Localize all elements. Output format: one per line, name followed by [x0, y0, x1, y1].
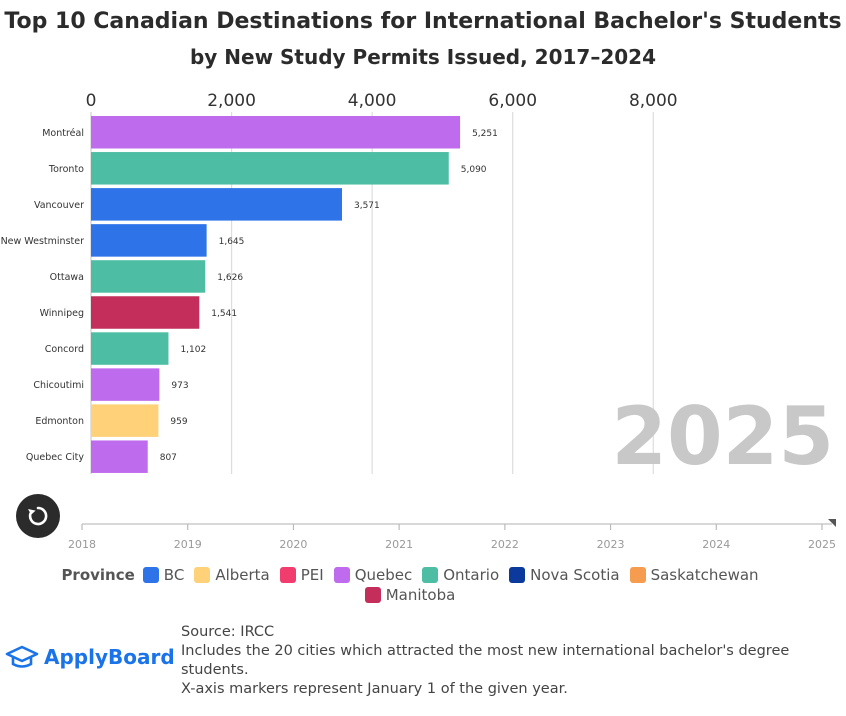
legend-swatch	[142, 567, 159, 583]
bar	[91, 188, 342, 221]
legend-swatch	[509, 567, 526, 583]
legend-label: Manitoba	[385, 586, 456, 604]
chart-subtitle: by New Study Permits Issued, 2017–2024	[189, 45, 657, 69]
timeline-year-label: 2024	[702, 538, 730, 551]
category-label: Edmonton	[35, 416, 84, 427]
legend-item[interactable]: Manitoba	[364, 586, 456, 604]
value-label: 959	[170, 417, 187, 427]
legend-item[interactable]: Quebec	[333, 566, 413, 584]
timeline-year-label: 2025	[808, 538, 836, 551]
timeline-year-label: 2020	[279, 538, 307, 551]
note-line: Source: IRCC	[181, 624, 275, 640]
value-label: 1,626	[217, 273, 243, 283]
bar	[91, 440, 148, 473]
legend-label: PEI	[300, 566, 324, 584]
bar-chart: 0 2,000 4,000 6,000 8,000 Montréal 5,251 Toron…	[1, 91, 836, 551]
timeline-year-label: 2018	[68, 538, 96, 551]
legend-item[interactable]: PEI	[279, 566, 324, 584]
bar	[91, 116, 461, 149]
legend-swatch	[194, 567, 211, 583]
category-label: Vancouver	[34, 200, 84, 211]
legend-swatch	[279, 567, 296, 583]
x-tick-label: 4,000	[348, 91, 397, 111]
bar	[91, 296, 200, 329]
legend-item[interactable]: Saskatchewan	[629, 566, 759, 584]
legend-item[interactable]: BC	[142, 566, 185, 584]
value-label: 1,645	[219, 237, 245, 247]
legend-swatch	[629, 567, 646, 583]
timeline-axis: 2018 2019 2020 2021 2022 2023 2024 2025	[68, 519, 836, 551]
value-label: 3,571	[354, 201, 380, 211]
x-tick-label: 6,000	[488, 91, 537, 111]
bars: Montréal 5,251 Toronto 5,090 Vancouver 3,571 N…	[1, 116, 498, 473]
category-label: Winnipeg	[40, 308, 84, 319]
legend-swatch	[422, 567, 439, 583]
logo-text: ApplyBoard	[44, 645, 175, 669]
bar	[91, 260, 206, 293]
category-label: Quebec City	[26, 452, 84, 463]
value-label: 5,090	[461, 165, 487, 175]
value-label: 1,541	[211, 309, 237, 319]
source-notes: Source: IRCC Includes the 20 cities whic…	[181, 623, 821, 699]
legend-item[interactable]: Nova Scotia	[509, 566, 620, 584]
current-year-label: 2025	[611, 390, 834, 483]
category-label: Montréal	[42, 128, 84, 139]
replay-button[interactable]	[16, 494, 60, 538]
legend-swatch	[364, 587, 381, 603]
timeline-year-label: 2021	[385, 538, 413, 551]
legend-item[interactable]: Alberta	[194, 566, 270, 584]
replay-icon	[28, 506, 48, 526]
legend-label: Saskatchewan	[650, 566, 759, 584]
category-label: Toronto	[48, 164, 84, 175]
x-tick-label: 2,000	[207, 91, 256, 111]
legend-swatch	[333, 567, 350, 583]
bar	[91, 152, 449, 185]
value-label: 1,102	[180, 345, 206, 355]
note-line: Includes the 20 cities which attracted t…	[181, 643, 790, 678]
legend-label: Quebec	[354, 566, 413, 584]
legend-label: Alberta	[215, 566, 270, 584]
x-axis-ticks: 0 2,000 4,000 6,000 8,000	[86, 91, 678, 111]
graduation-cap-icon	[5, 645, 39, 668]
legend-label: Nova Scotia	[530, 566, 620, 584]
timeline-year-label: 2019	[174, 538, 202, 551]
legend-item[interactable]: Ontario	[422, 566, 499, 584]
note-line: X-axis markers represent January 1 of th…	[181, 681, 568, 697]
timeline-year-label: 2023	[597, 538, 625, 551]
bar	[91, 224, 207, 257]
category-label: Concord	[45, 344, 84, 355]
applyboard-logo: ApplyBoard	[5, 644, 175, 670]
category-label: New Westminster	[1, 236, 85, 247]
value-label: 5,251	[472, 129, 498, 139]
x-tick-label: 8,000	[629, 91, 678, 111]
value-label: 807	[160, 453, 177, 463]
timeline-handle[interactable]	[828, 519, 836, 527]
x-tick-label: 0	[86, 91, 97, 111]
category-label: Chicoutimi	[33, 380, 84, 391]
legend-label: Ontario	[443, 566, 500, 584]
category-label: Ottawa	[50, 272, 84, 283]
legend-label: BC	[163, 566, 185, 584]
bar	[91, 332, 169, 365]
value-label: 973	[171, 381, 188, 391]
legend-title: Province	[61, 566, 135, 584]
bar	[91, 368, 160, 401]
chart-title: Top 10 Canadian Destinations for Interna…	[4, 9, 842, 34]
legend: Province BC Alberta PEI Quebec Ontario Nova S…	[20, 566, 810, 604]
bar	[91, 404, 159, 437]
timeline-year-label: 2022	[491, 538, 519, 551]
